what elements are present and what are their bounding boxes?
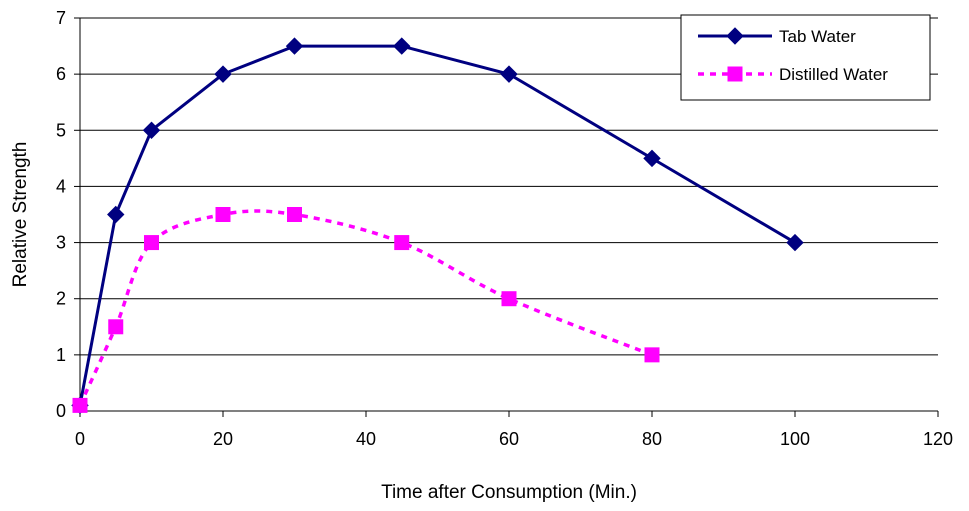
data-point-10 bbox=[142, 121, 161, 139]
series-distilled-water bbox=[72, 207, 660, 413]
legend-marker bbox=[727, 66, 743, 82]
data-point-20 bbox=[214, 65, 232, 83]
data-point-5 bbox=[108, 319, 124, 335]
data-point-60 bbox=[501, 291, 517, 307]
x-tick-label: 60 bbox=[499, 429, 519, 449]
x-tick-label: 20 bbox=[213, 429, 233, 449]
data-point-5 bbox=[107, 205, 125, 224]
y-tick-label: 0 bbox=[56, 401, 66, 421]
x-axis-title: Time after Consumption (Min.) bbox=[381, 482, 637, 503]
x-tick-label: 40 bbox=[356, 429, 376, 449]
y-tick-label: 4 bbox=[56, 176, 66, 196]
legend-marker bbox=[726, 27, 744, 45]
data-point-10 bbox=[144, 235, 159, 251]
y-tick-label: 1 bbox=[56, 345, 66, 365]
y-tick-label: 3 bbox=[56, 233, 66, 253]
legend-box bbox=[680, 14, 931, 101]
series-group bbox=[71, 37, 804, 415]
legend: Tab Water Distilled Water bbox=[680, 14, 931, 101]
y-tick-label: 7 bbox=[56, 8, 66, 28]
data-point-60 bbox=[500, 65, 518, 83]
data-point-20 bbox=[215, 207, 231, 222]
data-point-80 bbox=[643, 149, 661, 168]
y-tick-label: 5 bbox=[56, 120, 66, 140]
legend-entry: Tab Water bbox=[698, 27, 856, 46]
data-point-80 bbox=[644, 347, 660, 363]
x-tick-label: 100 bbox=[780, 429, 810, 449]
series-line bbox=[78, 209, 653, 407]
x-tick-label: 0 bbox=[75, 429, 85, 449]
legend-label: Tab Water bbox=[779, 27, 856, 46]
data-point-45 bbox=[393, 37, 411, 55]
legend-label: Distilled Water bbox=[779, 65, 888, 84]
data-point-45 bbox=[394, 235, 410, 251]
axes: 0 1 2 3 4 5 6 7 0 20 40 60 80 100 120 bbox=[56, 8, 953, 449]
data-point-30 bbox=[287, 207, 302, 222]
x-tick-label: 80 bbox=[642, 429, 662, 449]
y-axis-title: Relative Strength bbox=[10, 142, 31, 288]
y-tick-label: 2 bbox=[56, 289, 66, 309]
y-tick-label: 6 bbox=[56, 64, 66, 84]
legend-entry: Distilled Water bbox=[698, 65, 888, 84]
x-tick-label: 120 bbox=[923, 429, 953, 449]
data-point-0 bbox=[72, 397, 88, 413]
data-point-30 bbox=[285, 37, 304, 55]
data-point-100 bbox=[786, 233, 804, 252]
